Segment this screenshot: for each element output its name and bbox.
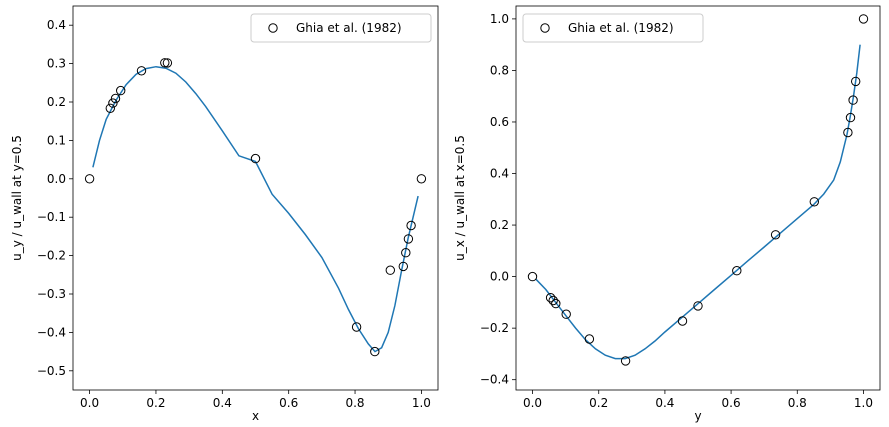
chart2-legend-label: Ghia et al. (1982) [568, 21, 674, 35]
chart1-ghia-point-0 [84, 174, 95, 184]
chart1-ghia-point-11 [385, 265, 395, 275]
chart1-legend-label: Ghia et al. (1982) [296, 21, 402, 35]
chart1-xtick-label-2: 0.4 [213, 396, 232, 410]
chart1-ghia-point-5 [136, 66, 147, 76]
chart2-ghia-point-6 [620, 356, 631, 366]
chart1-ytick-label-0: −0.5 [37, 364, 66, 378]
chart2-xtick-label-0: 0.0 [523, 396, 542, 410]
chart2-ghia-point-10 [770, 230, 781, 240]
chart2-ghia-point-2 [548, 295, 558, 306]
chart2-ghia-point-1 [545, 293, 556, 303]
chart1-ghia-point-8 [250, 153, 261, 164]
chart1-xtick-label-1: 0.2 [146, 396, 165, 410]
chart2-ghia-point-15 [851, 76, 861, 87]
chart1-ghia-point-12 [398, 261, 408, 272]
chart2: 0.0 0.2 0.4 0.6 0.8 1.0 −0.4 −0.2 0.0 0.2 0.4 0.6 0.… [453, 5, 881, 423]
chart2-ghia-point-5 [584, 334, 595, 344]
chart2-ytick-label-7: 1.0 [490, 12, 509, 26]
chart1-ytick-label-8: 0.3 [47, 57, 66, 71]
chart2-xlabel: y [694, 409, 701, 423]
chart2-xtick-label-4: 0.8 [788, 396, 807, 410]
chart1-ghia-point-14 [403, 234, 414, 244]
chart1-ghia-point-16 [416, 174, 427, 184]
chart2-xtick-label-5: 1.0 [854, 396, 873, 410]
chart2-ytick-label-6: 0.8 [490, 63, 509, 77]
chart1-ytick-label-4: −0.1 [37, 210, 66, 224]
chart1-xtick-label-5: 1.0 [412, 396, 431, 410]
chart2-ghia-point-12 [843, 127, 853, 138]
chart2-legend: Ghia et al. (1982) [522, 13, 704, 43]
chart2-ghia-point-7 [677, 316, 688, 326]
chart1-ghia-point-1 [105, 103, 116, 114]
chart1-legend: Ghia et al. (1982) [250, 13, 432, 43]
chart1-ghia-point-4 [116, 85, 126, 96]
chart1-ytick-label-1: −0.4 [37, 325, 66, 339]
chart2-ytick-label-5: 0.6 [490, 115, 509, 129]
chart2-ghia-point-11 [809, 197, 819, 207]
chart2-legend-marker [540, 23, 550, 33]
chart1-xtick-label-4: 0.8 [345, 396, 364, 410]
chart1-legend-marker [268, 23, 278, 33]
chart1-ytick-label-2: −0.3 [37, 287, 66, 301]
chart1-ghia-point-13 [401, 248, 411, 258]
chart2-ytick-label-4: 0.4 [490, 167, 509, 181]
chart1-ghia-point-3 [110, 93, 121, 104]
chart1-xtick-label-0: 0.0 [80, 396, 99, 410]
chart2-simulation-line [535, 44, 861, 360]
chart1-ghia-point-10 [370, 346, 380, 357]
chart2-ytick-label-2: 0.0 [490, 270, 509, 284]
chart2-xtick-label-1: 0.2 [589, 396, 608, 410]
chart1-ghia-point-15 [406, 220, 416, 231]
chart2-ghia-point-4 [561, 309, 571, 319]
chart2-ghia-point-16 [858, 14, 869, 24]
chart2-axes-frame [515, 5, 881, 391]
chart1-ghia-point-2 [108, 98, 118, 108]
chart1-ytick-label-9: 0.4 [47, 18, 66, 32]
chart1: 0.0 0.2 0.4 0.6 0.8 1.0 −0.5 −0.4 −0.3 −0.2 −0.1 0.… [10, 5, 439, 423]
chart1-simulation-line [92, 65, 419, 353]
chart1-ghia-point-9 [351, 322, 362, 332]
chart1-ytick-label-6: 0.1 [47, 133, 66, 147]
chart1-ytick-label-3: −0.2 [37, 249, 66, 263]
chart1-ytick-label-5: 0.0 [47, 172, 66, 186]
chart2-xtick-label-3: 0.6 [722, 396, 741, 410]
chart2-ghia-point-13 [845, 112, 856, 123]
chart1-ytick-label-7: 0.2 [47, 95, 66, 109]
chart1-ghia-point-6 [160, 58, 170, 68]
chart1-axes-frame [72, 5, 439, 391]
chart2-ylabel: u_x / u_wall at x=0.5 [453, 135, 467, 261]
chart2-ghia-point-8 [693, 301, 703, 311]
chart1-ylabel: u_y / u_wall at y=0.5 [10, 135, 24, 261]
chart2-ghia-point-3 [551, 298, 561, 309]
chart2-ytick-label-0: −0.4 [480, 373, 509, 387]
chart2-ytick-label-1: −0.2 [480, 321, 509, 335]
chart2-xtick-label-2: 0.4 [655, 396, 674, 410]
chart2-ghia-point-14 [848, 95, 858, 105]
chart1-xtick-label-3: 0.6 [279, 396, 298, 410]
chart1-legend-box [250, 13, 432, 43]
chart1-ghia-point-7 [162, 58, 173, 68]
chart2-ghia-point-0 [527, 271, 538, 282]
chart2-ytick-label-3: 0.2 [490, 218, 509, 232]
chart1-xlabel: x [252, 409, 259, 423]
chart2-legend-box [522, 13, 704, 43]
chart2-ghia-point-9 [732, 266, 742, 276]
